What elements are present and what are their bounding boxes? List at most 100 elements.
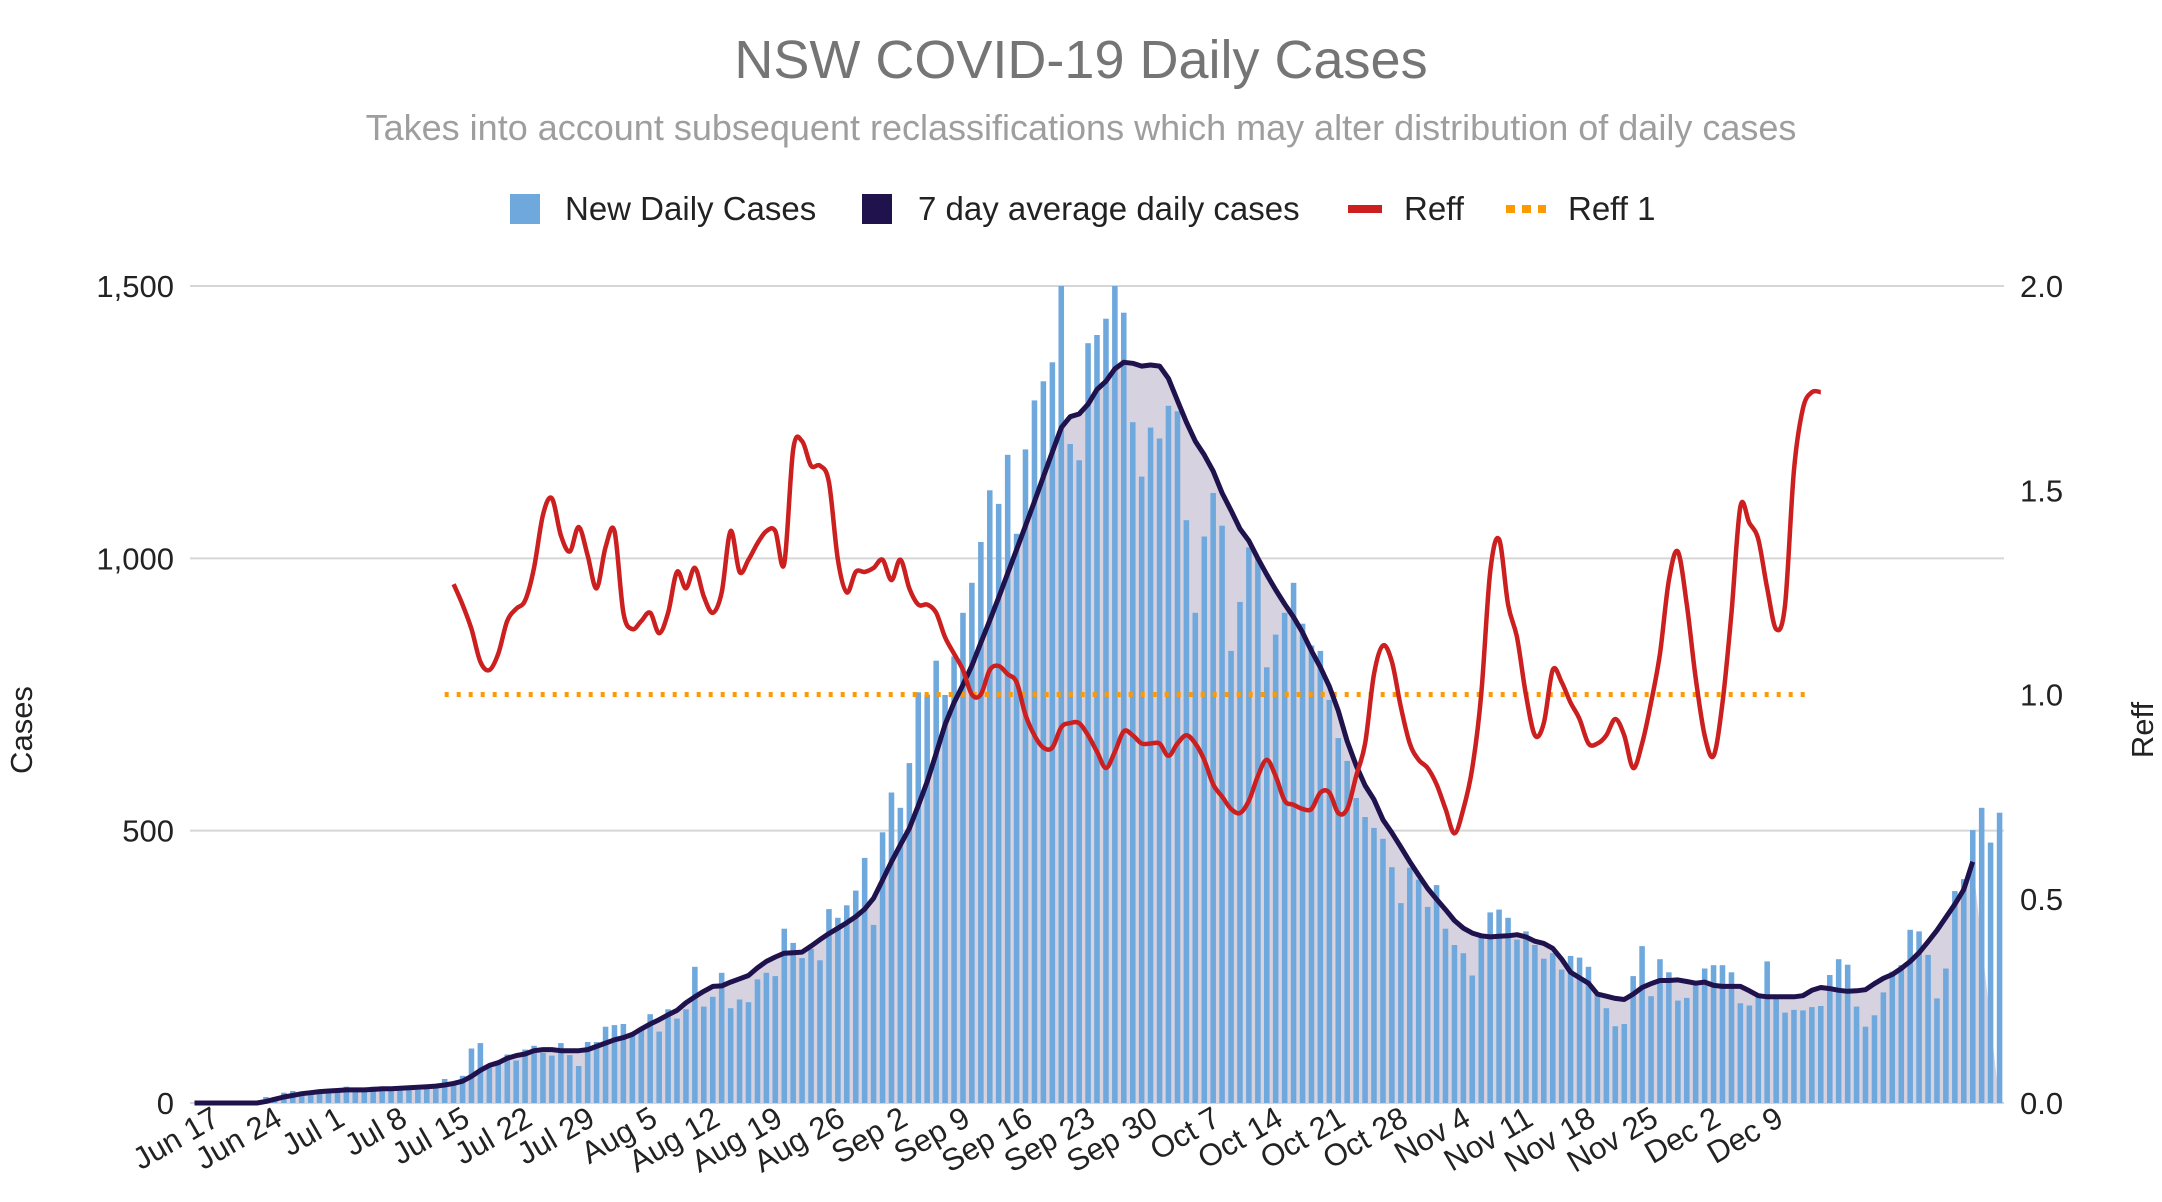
bar	[1639, 946, 1645, 1103]
bar	[853, 890, 859, 1103]
bar	[1299, 623, 1306, 1103]
legend-swatch-7-day-average	[862, 194, 892, 224]
bar	[1505, 917, 1511, 1103]
bar	[1389, 867, 1395, 1103]
bar	[1550, 953, 1556, 1103]
bar	[1219, 525, 1225, 1103]
bar	[1541, 958, 1547, 1103]
bar	[406, 1088, 412, 1103]
bar	[1496, 909, 1502, 1103]
bar	[1076, 460, 1082, 1103]
bar	[1272, 634, 1279, 1103]
y-tick-label: 1,500	[96, 269, 174, 304]
bar	[459, 1075, 466, 1103]
bar	[1147, 427, 1154, 1104]
bar	[1943, 968, 1949, 1103]
bar	[1916, 931, 1922, 1103]
bar	[1585, 966, 1592, 1103]
chart-subtitle: Takes into account subsequent reclassifi…	[366, 107, 1797, 148]
y2-tick-label: 2.0	[2020, 269, 2063, 304]
bar	[1862, 1026, 1869, 1103]
bar	[1746, 1005, 1753, 1103]
bar	[1835, 959, 1842, 1103]
bar	[1898, 965, 1905, 1103]
bar	[674, 1018, 680, 1103]
bar	[1827, 975, 1833, 1103]
bar	[1675, 1000, 1681, 1103]
bar	[531, 1045, 537, 1103]
bar	[1362, 817, 1368, 1103]
bar	[1782, 1012, 1788, 1103]
bar	[1371, 827, 1377, 1103]
bar	[397, 1086, 403, 1103]
bar	[1433, 885, 1440, 1103]
bar	[1961, 879, 1967, 1103]
bar	[656, 1031, 662, 1103]
bar	[1666, 972, 1672, 1103]
y2-axis-title: Reff	[2125, 701, 2160, 758]
bar	[316, 1089, 323, 1103]
bar	[1710, 965, 1717, 1103]
bar	[495, 1061, 502, 1103]
bar	[692, 966, 698, 1103]
bar	[1398, 903, 1404, 1103]
bar	[1907, 929, 1913, 1103]
bar	[1809, 1007, 1815, 1103]
bar	[1684, 997, 1690, 1103]
bar	[1889, 971, 1896, 1103]
bar	[1692, 983, 1699, 1103]
bar	[575, 1066, 582, 1103]
bar	[1237, 601, 1243, 1103]
bar	[790, 942, 796, 1103]
y2-tick-label: 0.5	[2020, 882, 2063, 917]
bar	[1558, 969, 1565, 1103]
bar	[1103, 318, 1109, 1103]
bar	[1255, 558, 1261, 1103]
bar	[683, 1009, 689, 1103]
bar	[987, 490, 993, 1104]
bar	[1630, 976, 1636, 1103]
bar	[433, 1083, 439, 1103]
bar	[522, 1049, 528, 1103]
bar	[1603, 1008, 1610, 1103]
bar	[1201, 536, 1208, 1103]
bar	[995, 503, 1002, 1103]
bar	[450, 1082, 457, 1103]
bar	[1478, 936, 1485, 1103]
bar	[1174, 411, 1181, 1103]
bar	[1415, 879, 1422, 1103]
bar	[325, 1092, 332, 1103]
bar	[1326, 699, 1333, 1103]
bar	[1308, 645, 1315, 1103]
bar	[1424, 906, 1431, 1103]
bar	[1996, 812, 2003, 1103]
bar	[567, 1055, 573, 1103]
bar	[906, 763, 913, 1103]
bar	[1040, 381, 1047, 1103]
bar	[370, 1086, 376, 1103]
bar	[1648, 996, 1654, 1103]
bar	[710, 996, 716, 1103]
bar	[1621, 1024, 1628, 1103]
bar	[1183, 520, 1190, 1103]
bar	[879, 832, 886, 1103]
legend: New Daily Cases 7 day average daily case…	[510, 190, 1655, 227]
bar	[1067, 444, 1073, 1103]
bar	[772, 976, 779, 1103]
y2-tick-label: 0.0	[2020, 1086, 2063, 1121]
bar	[1701, 968, 1708, 1103]
bar	[504, 1054, 511, 1103]
bar	[343, 1086, 350, 1103]
legend-label-reff-1: Reff 1	[1568, 190, 1655, 227]
bar	[1871, 1015, 1878, 1103]
bar	[1022, 449, 1029, 1103]
bar	[1612, 1026, 1619, 1103]
legend-label-reff: Reff	[1404, 190, 1465, 227]
bar	[844, 905, 850, 1103]
bar	[1380, 838, 1386, 1103]
bar	[1335, 738, 1342, 1103]
bar	[799, 958, 805, 1103]
bar	[1880, 992, 1887, 1103]
